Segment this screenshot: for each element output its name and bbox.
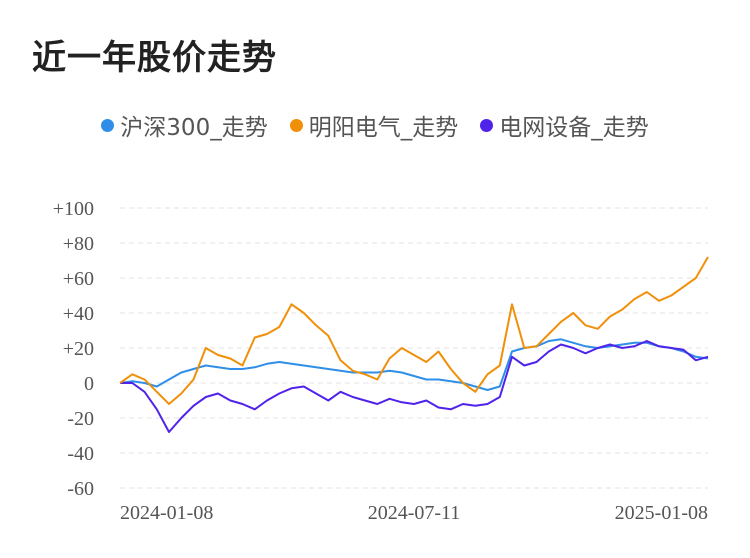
legend-label-mingyang: 明阳电气_走势 xyxy=(308,115,459,141)
series-line-2 xyxy=(120,340,709,433)
y-tick-label: 0 xyxy=(84,373,94,395)
legend-item-hs300[interactable]: 沪深300_走势 xyxy=(101,108,268,142)
legend-marker-mingyang xyxy=(289,118,303,132)
y-axis-ticks: +100 +80 +60 +40 +20 0 -20 -40 -60 xyxy=(53,198,94,500)
legend-label-hs300: 沪深300_走势 xyxy=(120,115,268,141)
legend-item-grid-equipment[interactable]: 电网设备_走势 xyxy=(480,108,649,142)
x-tick-label: 2024-07-11 xyxy=(368,502,461,524)
y-tick-label: -40 xyxy=(67,443,94,465)
y-tick-label: +20 xyxy=(63,338,94,360)
chart-title: 近一年股价走势 xyxy=(32,38,277,78)
x-tick-label: 2024-01-08 xyxy=(120,502,213,524)
chart-legend: 沪深300_走势 明阳电气_走势 电网设备_走势 xyxy=(0,108,750,142)
legend-item-mingyang[interactable]: 明阳电气_走势 xyxy=(289,108,459,142)
y-tick-label: +100 xyxy=(53,198,94,220)
y-tick-label: +80 xyxy=(63,233,94,255)
y-tick-label: +60 xyxy=(63,268,94,290)
series-lines xyxy=(119,256,709,433)
x-axis-ticks: 2024-01-08 2024-07-11 2025-01-08 xyxy=(120,502,708,524)
grid-lines xyxy=(120,207,708,489)
legend-label-grid-equipment: 电网设备_走势 xyxy=(499,115,649,141)
x-tick-label: 2025-01-08 xyxy=(615,502,708,524)
y-tick-label: -60 xyxy=(67,478,94,500)
legend-marker-grid-equipment xyxy=(480,118,494,132)
y-tick-label: +40 xyxy=(63,303,94,325)
legend-marker-hs300 xyxy=(101,118,115,132)
series-line-0 xyxy=(119,338,709,391)
y-tick-label: -20 xyxy=(67,408,94,430)
series-line-1 xyxy=(119,256,709,405)
